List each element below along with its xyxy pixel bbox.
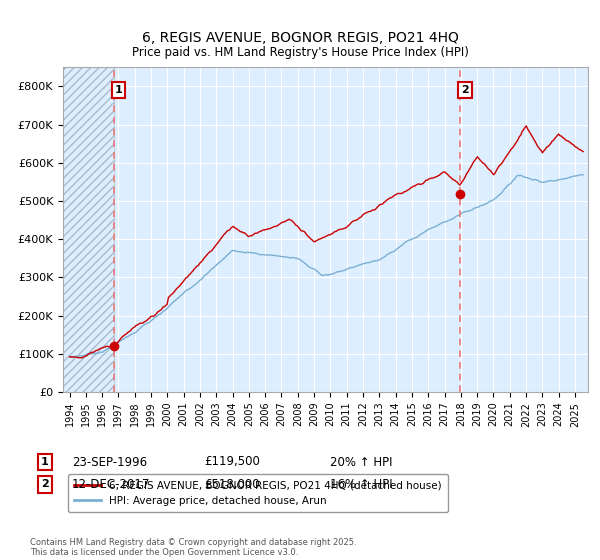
Text: 20% ↑ HPI: 20% ↑ HPI: [330, 455, 392, 469]
Text: Contains HM Land Registry data © Crown copyright and database right 2025.
This d: Contains HM Land Registry data © Crown c…: [30, 538, 356, 557]
Text: 2: 2: [461, 85, 469, 95]
Text: £119,500: £119,500: [204, 455, 260, 469]
Text: 23-SEP-1996: 23-SEP-1996: [72, 455, 147, 469]
Text: 1: 1: [115, 85, 122, 95]
Text: 6, REGIS AVENUE, BOGNOR REGIS, PO21 4HQ: 6, REGIS AVENUE, BOGNOR REGIS, PO21 4HQ: [142, 31, 458, 45]
Text: 2: 2: [41, 479, 49, 489]
Text: 16% ↑ HPI: 16% ↑ HPI: [330, 478, 392, 491]
Bar: [63, 67, 114, 392]
Text: Price paid vs. HM Land Registry's House Price Index (HPI): Price paid vs. HM Land Registry's House …: [131, 46, 469, 59]
Text: 12-DEC-2017: 12-DEC-2017: [72, 478, 151, 491]
Text: £518,000: £518,000: [204, 478, 260, 491]
Text: 1: 1: [41, 457, 49, 467]
Legend: 6, REGIS AVENUE, BOGNOR REGIS, PO21 4HQ (detached house), HPI: Average price, de: 6, REGIS AVENUE, BOGNOR REGIS, PO21 4HQ …: [68, 474, 448, 512]
